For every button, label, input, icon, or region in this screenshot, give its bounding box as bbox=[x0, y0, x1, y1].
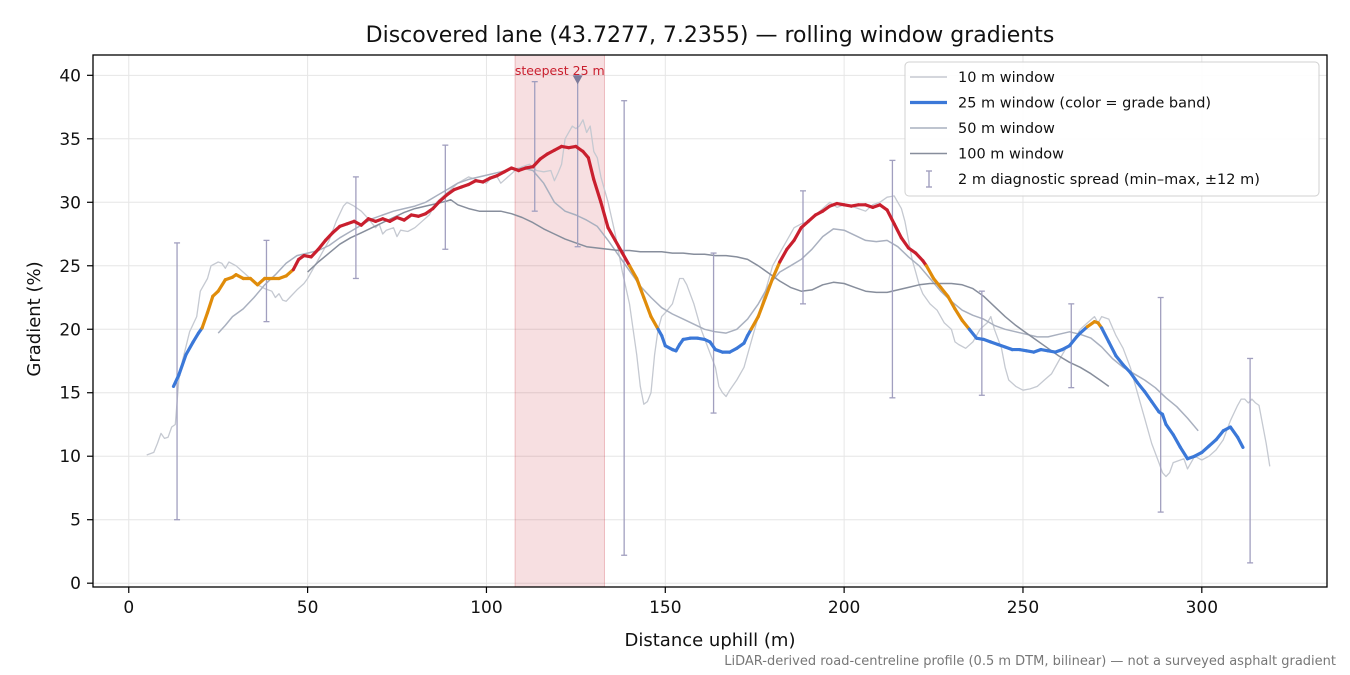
band-line-segment bbox=[1160, 412, 1168, 427]
band-line-segment bbox=[1135, 380, 1147, 394]
band-line-segment bbox=[1100, 326, 1111, 344]
legend-entry-label: 2 m diagnostic spread (min–max, ±12 m) bbox=[958, 172, 1260, 188]
band-line-segment bbox=[778, 247, 789, 264]
band-line-segment bbox=[642, 295, 653, 319]
band-line-segment bbox=[1067, 335, 1079, 348]
band-line-segment bbox=[939, 285, 950, 298]
band-line-segment bbox=[960, 318, 971, 331]
y-tick-label: 35 bbox=[59, 130, 81, 150]
band-line-segment bbox=[613, 238, 624, 255]
band-line-segment bbox=[316, 238, 328, 251]
axes-frame bbox=[92, 54, 1328, 588]
band-line-segment bbox=[1178, 445, 1190, 461]
legend-entry-label: 25 m window (color = grade band) bbox=[958, 96, 1211, 112]
band-line-segment bbox=[749, 314, 760, 331]
steepest-marker bbox=[572, 75, 583, 85]
y-tick-label: 25 bbox=[59, 257, 81, 277]
band-line-segment bbox=[200, 311, 210, 330]
band-line-segment bbox=[953, 307, 964, 322]
y-tick-label: 10 bbox=[59, 447, 81, 467]
band-line-segment bbox=[1142, 389, 1154, 404]
steepest-label: steepest 25 m bbox=[515, 63, 605, 78]
band-line-segment bbox=[606, 226, 617, 242]
y-tick-label: 0 bbox=[70, 574, 81, 594]
band-line-segment bbox=[599, 200, 610, 230]
legend-entry-label: 50 m window bbox=[958, 121, 1055, 137]
band-line-segment bbox=[1228, 425, 1240, 439]
band-line-segment bbox=[931, 276, 943, 289]
band-line-segment bbox=[660, 334, 667, 348]
band-line-segment bbox=[785, 238, 796, 251]
legend-entry-label: 100 m window bbox=[958, 147, 1064, 163]
band-line-segment bbox=[191, 331, 201, 344]
y-tick-label: 20 bbox=[59, 320, 81, 340]
band-line-segment bbox=[1114, 354, 1125, 367]
band-line-segment bbox=[184, 340, 195, 357]
y-tick-label: 5 bbox=[70, 511, 81, 531]
y-axis-label: Gradient (%) bbox=[24, 261, 45, 376]
x-tick-label: 150 bbox=[649, 598, 681, 618]
band-line-segment bbox=[1107, 340, 1118, 358]
legend: 10 m window 25 m window (color = grade ba… bbox=[904, 61, 1320, 197]
band-line-segment bbox=[792, 226, 803, 242]
x-tick-label: 0 bbox=[123, 598, 134, 618]
legend-box bbox=[904, 61, 1320, 197]
band-line-segment bbox=[531, 157, 542, 169]
band-line-segment bbox=[946, 294, 957, 311]
y-tick-label: 40 bbox=[59, 66, 81, 86]
x-axis-label: Distance uphill (m) bbox=[625, 630, 796, 651]
band-line-segment bbox=[431, 199, 442, 211]
y-tick-label: 30 bbox=[59, 193, 81, 213]
band-line-segment bbox=[205, 294, 215, 315]
band-line-segment bbox=[1214, 429, 1225, 442]
band-line-segment bbox=[763, 276, 775, 300]
band-line-segment bbox=[967, 327, 979, 340]
legend-entry-label: 10 m window bbox=[958, 70, 1055, 86]
band-line-segment bbox=[177, 353, 188, 377]
band-line-segment bbox=[899, 236, 911, 250]
band-line-segment bbox=[635, 276, 646, 300]
band-line-segment bbox=[309, 247, 320, 259]
band-line-segment bbox=[924, 264, 936, 281]
band-line-segment bbox=[756, 295, 768, 319]
band-line-segment bbox=[892, 222, 903, 240]
band-line-segment bbox=[1150, 400, 1161, 414]
band-line-segment bbox=[1128, 370, 1140, 385]
footer-note: LiDAR-derived road-centreline profile (0… bbox=[724, 654, 1336, 669]
band-line-segment bbox=[1235, 435, 1245, 449]
series-line-3 bbox=[217, 167, 1199, 432]
band-line-segment bbox=[1171, 433, 1182, 449]
band-line-segment bbox=[171, 373, 181, 388]
band-line-segment bbox=[627, 264, 639, 281]
y-tick-label: 15 bbox=[59, 384, 81, 404]
series-line-4 bbox=[307, 198, 1110, 388]
band-line-segment bbox=[216, 278, 227, 293]
band-line-segment bbox=[1164, 422, 1175, 437]
band-line-segment bbox=[1121, 363, 1132, 375]
band-line-segment bbox=[885, 208, 896, 226]
x-tick-label: 100 bbox=[470, 598, 502, 618]
band-line-segment bbox=[592, 177, 603, 204]
band-line-segment bbox=[323, 231, 335, 242]
band-line-segment bbox=[291, 257, 301, 272]
band-line-segment bbox=[770, 260, 782, 281]
plot-area: steepest 25 m 0 50 100 150 200 250 300 0 5 10 15 20 2… bbox=[59, 54, 1328, 618]
x-tick-label: 300 bbox=[1186, 598, 1218, 618]
x-tick-label: 200 bbox=[828, 598, 860, 618]
x-tick-label: 250 bbox=[1007, 598, 1039, 618]
band-line-segment bbox=[620, 251, 632, 268]
x-tick-label: 50 bbox=[297, 598, 319, 618]
chart-title: Discovered lane (43.7277, 7.2355) — roll… bbox=[366, 23, 1055, 48]
band-line-segment bbox=[586, 156, 596, 182]
band-line-segment bbox=[649, 314, 660, 331]
band-line-segment bbox=[914, 251, 925, 263]
